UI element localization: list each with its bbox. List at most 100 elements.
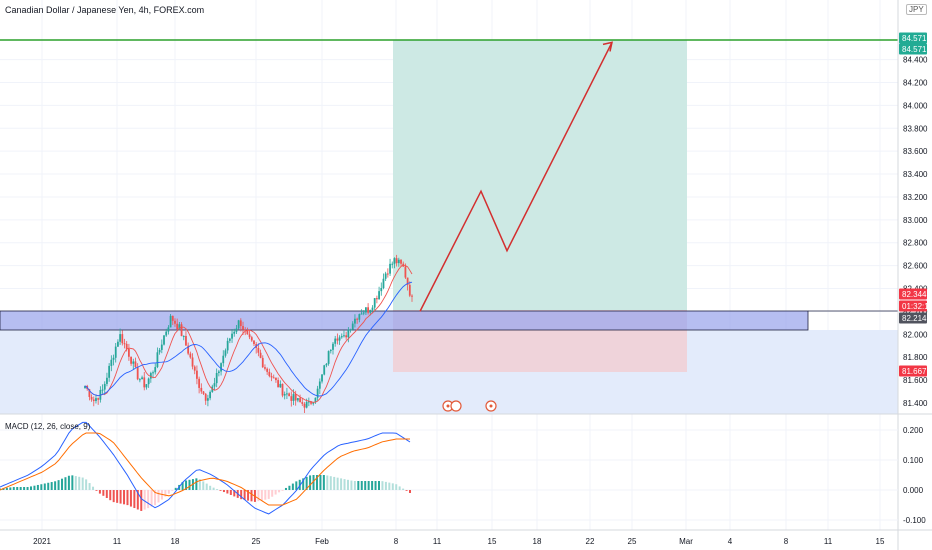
- macd-histogram-bar: [188, 479, 191, 490]
- candle-body: [395, 258, 398, 264]
- candle-body: [248, 334, 251, 338]
- macd-histogram-bar: [240, 490, 243, 500]
- macd-histogram-bar: [222, 490, 225, 493]
- macd-histogram-bar: [391, 483, 394, 490]
- support-zone-box[interactable]: [0, 310, 809, 331]
- candle-body: [347, 329, 350, 338]
- candle-body: [149, 373, 152, 379]
- candle-body: [318, 381, 321, 389]
- macd-histogram-bar: [329, 476, 332, 490]
- candle-body: [327, 351, 330, 364]
- price-tick-label: 84.400: [903, 56, 928, 65]
- macd-histogram-bar: [257, 490, 260, 502]
- macd-histogram-bar: [409, 490, 411, 493]
- candle-body: [299, 398, 301, 403]
- macd-histogram-bar: [119, 490, 122, 504]
- candle-body: [259, 352, 262, 358]
- macd-histogram-bar: [295, 481, 298, 490]
- macd-tick-label: 0.100: [903, 456, 924, 465]
- candle-body: [332, 343, 334, 350]
- time-tick-label: 25: [252, 537, 261, 546]
- macd-histogram-bar: [150, 490, 153, 507]
- macd-histogram-bar: [129, 490, 132, 507]
- price-badge: [899, 312, 927, 324]
- macd-histogram-bar: [85, 479, 88, 490]
- time-axis[interactable]: 2021 11 18 25 Feb 8 11 15 18 22 25 Mar 4 8 11 15: [33, 537, 885, 546]
- candle-body: [400, 259, 402, 264]
- candle-body: [242, 326, 244, 330]
- candle-body: [408, 284, 411, 296]
- macd-histogram-bar: [30, 486, 33, 490]
- candle-body: [196, 370, 198, 379]
- price-badge-label: 81.667: [902, 367, 927, 376]
- candle-body: [305, 402, 308, 408]
- candle-body: [362, 312, 365, 314]
- macd-histogram-bar: [171, 490, 174, 491]
- macd-histogram-bar: [226, 490, 229, 494]
- macd-tick-label: 0.200: [903, 426, 924, 435]
- arrowhead-icon: [602, 41, 613, 52]
- macd-histogram-bar: [260, 490, 263, 501]
- macd-histogram-bar: [212, 487, 215, 490]
- macd-histogram-bar: [353, 481, 356, 490]
- time-tick-label: 8: [784, 537, 789, 546]
- price-tick-label: 82.600: [903, 262, 928, 271]
- macd-histogram-bar: [357, 481, 360, 490]
- candle-body: [261, 357, 264, 368]
- candle-body: [296, 398, 299, 401]
- macd-histogram-bar: [333, 476, 336, 490]
- price-badge: [899, 300, 927, 312]
- time-tick-label: 11: [433, 537, 442, 546]
- time-tick-label: 25: [628, 537, 637, 546]
- macd-title: MACD (12, 26, close, 9): [5, 422, 91, 431]
- candle-body: [123, 343, 126, 345]
- candle-body: [217, 371, 220, 374]
- candle-body: [200, 387, 203, 392]
- candle-body: [373, 298, 376, 308]
- candle-body: [391, 263, 394, 265]
- candle-body: [156, 352, 159, 368]
- price-tick-label: 83.000: [903, 216, 928, 225]
- candle-body: [141, 377, 143, 380]
- macd-histogram-bar: [274, 490, 277, 495]
- macd-histogram-bar: [61, 478, 64, 490]
- projection-path[interactable]: [419, 42, 613, 312]
- candle-body: [185, 335, 187, 346]
- macd-histogram-bar: [57, 480, 60, 490]
- candle-body: [191, 357, 194, 367]
- macd-histogram-bar: [209, 485, 212, 490]
- macd-histogram-bar: [19, 487, 22, 490]
- candle-body: [349, 329, 352, 331]
- candle-body: [88, 389, 91, 397]
- candle-body: [132, 361, 135, 364]
- macd-histogram-bar: [322, 475, 325, 490]
- candle-body: [321, 374, 323, 382]
- time-tick-label: 15: [488, 537, 497, 546]
- candle-body: [117, 341, 119, 347]
- candle-body: [84, 385, 86, 389]
- macd-histogram-bar: [164, 490, 167, 497]
- macd-histogram-bar: [2, 488, 5, 490]
- candle-body: [288, 393, 291, 397]
- time-tick-label: 4: [728, 537, 733, 546]
- candle-body: [125, 343, 128, 349]
- time-tick-label: Feb: [315, 537, 329, 546]
- price-axis[interactable]: 84.400 84.200 84.000 83.800 83.600 83.400 83.2…: [903, 56, 928, 408]
- macd-histogram-bar: [250, 490, 253, 502]
- candle-body: [158, 349, 161, 353]
- candle-body: [138, 379, 141, 381]
- event-marker-icon[interactable]: [442, 400, 497, 412]
- candle-body: [380, 287, 383, 292]
- candle-body: [283, 394, 286, 396]
- currency-label[interactable]: JPY: [906, 4, 927, 15]
- candle-body: [97, 398, 100, 400]
- price-badge-label: 82.214: [902, 314, 927, 323]
- macd-histogram-bar: [71, 475, 74, 490]
- candle-body: [340, 336, 343, 338]
- macd-histogram-bar: [133, 490, 136, 509]
- macd-histogram-bar: [247, 490, 250, 501]
- macd-histogram-bar: [54, 481, 57, 490]
- candle-body: [90, 396, 93, 400]
- candle-body: [375, 298, 378, 300]
- macd-histogram-bar: [312, 475, 315, 490]
